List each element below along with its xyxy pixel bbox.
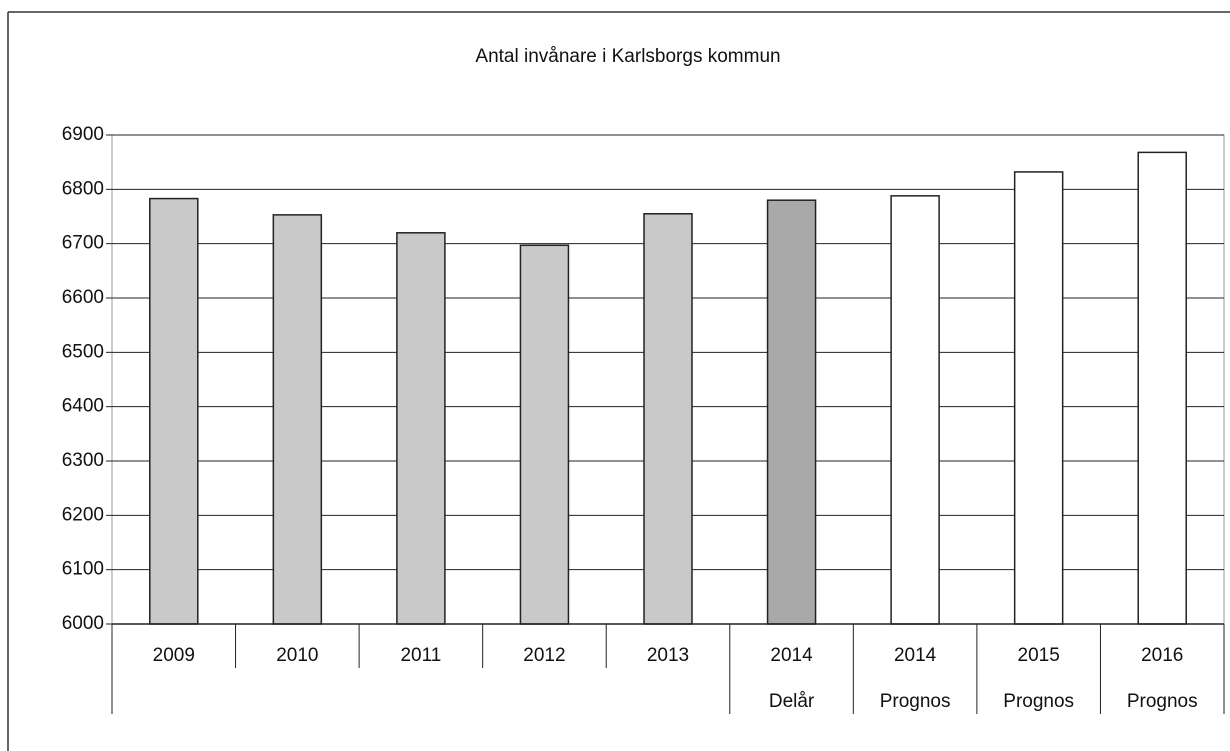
- x-tick-label: 2013: [647, 645, 689, 666]
- y-tick-label: 6000: [62, 613, 104, 634]
- y-tick-label: 6400: [62, 396, 104, 417]
- y-tick-label: 6500: [62, 341, 104, 362]
- y-tick-label: 6700: [62, 233, 104, 254]
- bar: [1013, 171, 1064, 625]
- y-tick-label: 6900: [62, 124, 104, 145]
- y-tick-label: 6600: [62, 287, 104, 308]
- x-tick-label: 2012: [523, 645, 565, 666]
- bar: [890, 195, 940, 625]
- x-tick-label: 2011: [400, 645, 441, 666]
- bar: [519, 244, 570, 625]
- y-tick-label: 6300: [62, 450, 104, 471]
- bar: [766, 199, 817, 625]
- y-tick-label: 6100: [62, 559, 104, 580]
- x-tick-label: 2016: [1141, 645, 1183, 666]
- bar: [272, 214, 323, 625]
- bar: [1137, 151, 1187, 625]
- y-tick-label: 6800: [62, 178, 104, 199]
- bar: [149, 197, 199, 625]
- x-tick-label: 2014: [770, 645, 813, 666]
- x-tick-label: 2014: [894, 645, 937, 666]
- x-tick-sublabel: Prognos: [880, 691, 951, 712]
- x-tick-label: 2015: [1018, 645, 1060, 666]
- bar: [643, 213, 693, 625]
- bar: [396, 232, 446, 625]
- x-tick-sublabel: Delår: [769, 691, 815, 712]
- x-tick-sublabel: Prognos: [1003, 691, 1074, 712]
- y-tick-label: 6200: [62, 504, 104, 525]
- chart-title: Antal invånare i Karlsborgs kommun: [475, 46, 780, 67]
- x-tick-label: 2009: [153, 645, 195, 666]
- x-tick-sublabel: Prognos: [1127, 691, 1198, 712]
- x-tick-label: 2010: [276, 645, 318, 666]
